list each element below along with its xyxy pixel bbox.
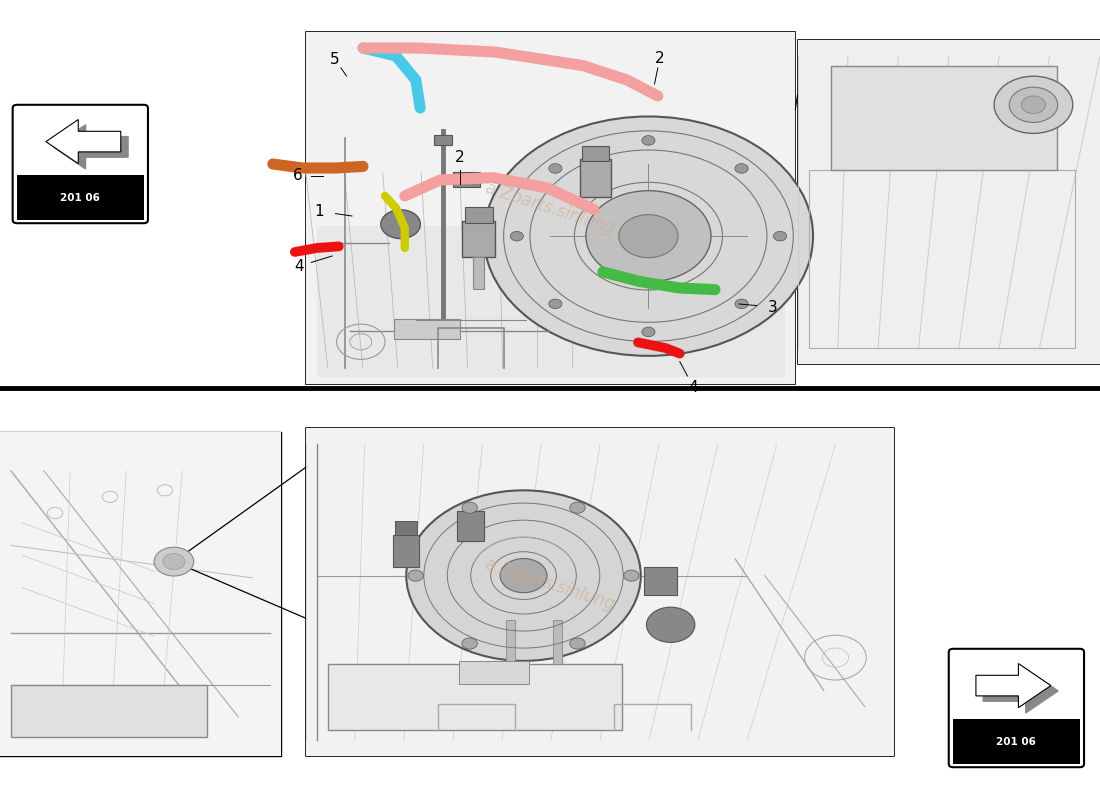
Bar xyxy=(580,159,611,198)
Circle shape xyxy=(549,299,562,309)
Bar xyxy=(11,685,207,737)
Bar xyxy=(328,664,623,730)
Circle shape xyxy=(462,502,477,514)
Bar xyxy=(306,32,795,384)
Bar xyxy=(644,567,676,595)
Bar xyxy=(506,620,515,664)
Circle shape xyxy=(642,327,656,337)
Bar xyxy=(394,319,460,339)
Circle shape xyxy=(773,231,786,241)
Text: 5: 5 xyxy=(330,52,340,67)
Circle shape xyxy=(1010,87,1058,122)
Text: 201 06: 201 06 xyxy=(997,737,1036,746)
Bar xyxy=(458,510,484,541)
Circle shape xyxy=(586,190,711,282)
Polygon shape xyxy=(983,669,1058,713)
Bar xyxy=(395,521,417,535)
Text: 4: 4 xyxy=(689,380,698,394)
Bar xyxy=(582,146,608,161)
Circle shape xyxy=(462,638,477,649)
Bar xyxy=(459,661,529,684)
Bar xyxy=(16,175,143,220)
Circle shape xyxy=(994,76,1072,134)
Circle shape xyxy=(408,570,424,581)
Bar xyxy=(808,170,1075,348)
Circle shape xyxy=(500,558,547,593)
Bar xyxy=(830,66,1057,170)
Circle shape xyxy=(570,638,585,649)
FancyBboxPatch shape xyxy=(12,105,147,223)
Circle shape xyxy=(735,164,748,174)
Bar xyxy=(0,432,280,756)
Circle shape xyxy=(1021,96,1045,114)
Circle shape xyxy=(154,547,194,576)
Bar xyxy=(462,222,495,258)
Text: 6: 6 xyxy=(294,169,302,183)
Circle shape xyxy=(642,136,656,146)
Polygon shape xyxy=(317,226,784,376)
Bar xyxy=(553,620,562,664)
Bar xyxy=(473,258,484,290)
Circle shape xyxy=(647,607,695,642)
Bar xyxy=(306,428,894,756)
Bar xyxy=(434,135,452,145)
Circle shape xyxy=(735,299,748,309)
Bar xyxy=(306,428,894,756)
Text: 3: 3 xyxy=(768,299,778,314)
Circle shape xyxy=(484,117,813,356)
Circle shape xyxy=(619,214,678,258)
Bar xyxy=(798,40,1100,364)
Bar xyxy=(464,207,493,223)
Polygon shape xyxy=(976,663,1050,708)
Text: a Zparts.sinlung: a Zparts.sinlung xyxy=(483,554,617,614)
Bar xyxy=(306,32,795,384)
Text: 201 06: 201 06 xyxy=(60,193,100,202)
Circle shape xyxy=(570,502,585,514)
Text: 2: 2 xyxy=(455,150,464,165)
Text: 2: 2 xyxy=(654,51,664,66)
Circle shape xyxy=(406,490,641,661)
Text: 4: 4 xyxy=(295,258,304,274)
Polygon shape xyxy=(46,119,121,164)
Circle shape xyxy=(549,164,562,174)
Bar xyxy=(393,535,419,567)
FancyBboxPatch shape xyxy=(948,649,1084,767)
Bar xyxy=(453,173,481,187)
Bar xyxy=(0,432,280,756)
Circle shape xyxy=(381,210,420,238)
Circle shape xyxy=(163,554,185,570)
Bar xyxy=(798,40,1100,364)
Text: 1: 1 xyxy=(315,204,324,218)
Circle shape xyxy=(510,231,524,241)
Bar xyxy=(953,719,1080,764)
Circle shape xyxy=(624,570,639,581)
Text: a Zparts.sinlung: a Zparts.sinlung xyxy=(483,178,617,238)
Polygon shape xyxy=(53,125,128,169)
